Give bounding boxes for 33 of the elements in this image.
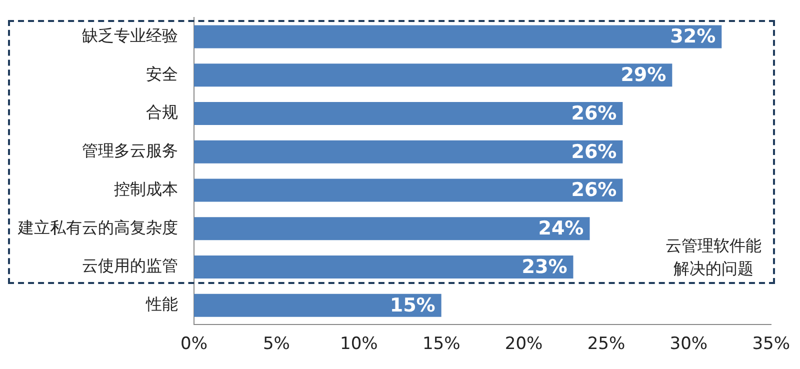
y-tick-label: 性能 [145, 294, 178, 314]
x-tick-label: 30% [670, 334, 708, 354]
bar [194, 217, 590, 240]
x-tick-label: 35% [752, 334, 790, 354]
bar [194, 256, 574, 279]
data-label: 15% [390, 294, 436, 316]
y-tick-label: 控制成本 [114, 179, 178, 198]
bar [194, 102, 623, 126]
data-label: 26% [571, 179, 617, 202]
data-label: 32% [670, 26, 716, 48]
bar [194, 140, 623, 164]
y-tick-label: 云使用的监管 [82, 256, 178, 276]
y-tick-label: 合规 [146, 102, 178, 122]
y-tick-label: 建立私有云的高复杂度 [17, 218, 178, 237]
annotation: 云管理软件能解决的问题 [664, 234, 764, 281]
x-tick-label: 0% [180, 334, 208, 354]
x-tick-label: 20% [504, 334, 543, 354]
data-label: 24% [538, 218, 584, 240]
x-tick-label: 10% [340, 334, 378, 354]
x-tick-label: 15% [422, 334, 460, 354]
bar [194, 294, 442, 317]
bar [194, 25, 722, 48]
data-label: 23% [522, 256, 568, 278]
y-tick-label: 缺乏专业经验 [82, 26, 178, 45]
data-label: 26% [571, 140, 617, 163]
data-label: 26% [571, 102, 617, 124]
y-tick-label: 管理多云服务 [82, 141, 178, 160]
y-tick-label: 安全 [146, 64, 178, 84]
bar [194, 178, 623, 202]
bar [194, 64, 672, 87]
data-label: 29% [620, 64, 666, 86]
x-tick-label: 25% [587, 334, 626, 354]
x-tick-label: 5% [262, 334, 290, 354]
